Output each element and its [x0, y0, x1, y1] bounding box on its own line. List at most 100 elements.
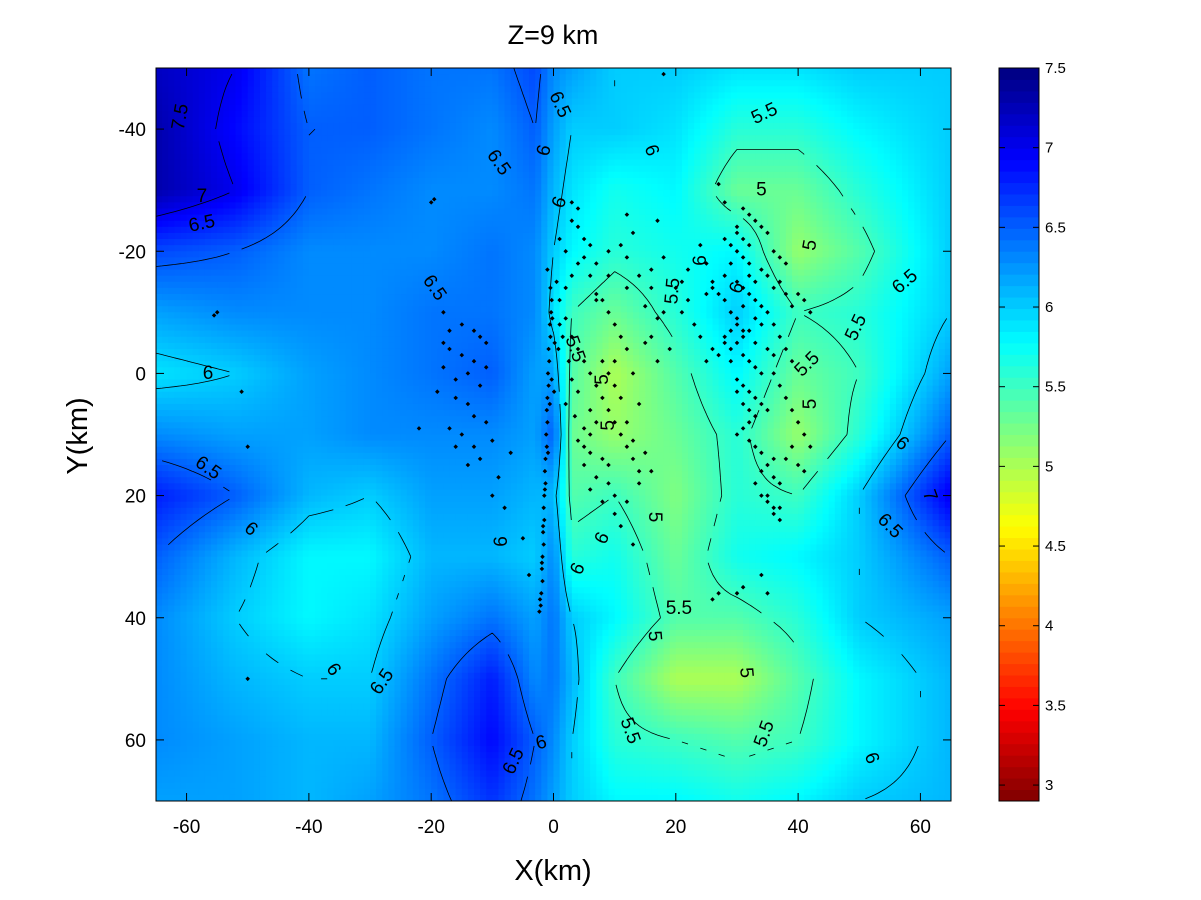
heat-cell — [211, 202, 218, 210]
heat-cell — [724, 159, 732, 167]
heat-cell — [639, 159, 646, 167]
heat-cell — [810, 147, 818, 155]
heat-cell — [761, 245, 769, 252]
heat-cell — [785, 294, 793, 301]
heat-cell — [357, 122, 365, 130]
heat-cell — [944, 214, 951, 222]
heat-cell — [461, 159, 469, 167]
heat-cell — [486, 239, 493, 246]
heat-cell — [712, 122, 720, 130]
heat-cell — [474, 275, 481, 283]
heat-cell — [577, 190, 585, 197]
heat-cell — [272, 171, 279, 179]
heat-cell — [327, 159, 334, 167]
heat-cell — [211, 214, 218, 222]
heat-cell — [474, 269, 481, 277]
heat-cell — [743, 171, 750, 179]
heat-cell — [932, 141, 940, 149]
heat-cell — [590, 171, 597, 179]
heat-cell — [204, 263, 212, 271]
heat-cell — [871, 257, 879, 265]
heat-cell — [345, 135, 353, 142]
heat-cell — [461, 208, 469, 216]
heat-cell — [406, 269, 414, 277]
heat-cell — [657, 294, 665, 301]
heat-cell — [541, 147, 548, 155]
heat-cell — [443, 245, 451, 252]
heat-cell — [626, 281, 634, 289]
heat-cell — [541, 251, 548, 258]
heat-cell — [834, 153, 842, 161]
heat-cell — [620, 196, 628, 203]
heat-cell — [388, 159, 396, 167]
heat-cell — [425, 80, 432, 87]
heat-cell — [553, 263, 561, 271]
heat-cell — [847, 135, 854, 142]
heat-cell — [382, 177, 389, 185]
heat-cell — [339, 196, 347, 203]
heat-cell — [467, 104, 475, 112]
heat-cell — [871, 263, 879, 271]
heat-cell — [492, 104, 500, 112]
heat-cell — [620, 110, 628, 118]
heat-cell — [315, 147, 322, 155]
heat-cell — [418, 159, 426, 167]
heat-cell — [908, 116, 915, 124]
heat-cell — [510, 92, 518, 100]
heat-cell — [651, 159, 659, 167]
heat-cell — [724, 214, 732, 222]
heat-cell — [235, 239, 243, 246]
heat-cell — [339, 141, 347, 149]
heat-cell — [871, 232, 879, 240]
heat-cell — [663, 184, 671, 191]
heat-cell — [192, 190, 200, 197]
heat-cell — [315, 122, 322, 130]
heat-cell — [510, 147, 518, 155]
heat-cell — [211, 220, 218, 228]
heat-cell — [596, 294, 604, 301]
heat-cell — [480, 232, 487, 240]
heat-cell — [156, 110, 163, 118]
heat-cell — [474, 141, 481, 149]
heat-cell — [522, 294, 530, 301]
heat-cell — [467, 269, 475, 277]
heat-cell — [229, 147, 237, 155]
heat-cell — [626, 141, 634, 149]
heat-cell — [504, 80, 512, 87]
heat-cell — [657, 159, 665, 167]
heat-cell — [620, 104, 628, 112]
heat-cell — [865, 116, 873, 124]
heat-cell — [504, 122, 512, 130]
heat-cell — [755, 147, 763, 155]
heat-cell — [614, 122, 622, 130]
heat-cell — [247, 80, 255, 87]
heat-cell — [602, 165, 610, 173]
heat-cell — [529, 214, 536, 222]
heat-cell — [645, 165, 652, 173]
heat-cell — [339, 294, 347, 301]
heat-cell — [461, 80, 469, 87]
heat-cell — [608, 214, 616, 222]
heat-cell — [186, 92, 194, 100]
heat-cell — [241, 129, 249, 136]
heat-cell — [712, 232, 720, 240]
heat-cell — [321, 245, 328, 252]
heat-cell — [736, 190, 744, 197]
heat-cell — [382, 98, 389, 106]
heat-cell — [853, 74, 860, 81]
heat-cell — [259, 147, 267, 155]
heat-cell — [186, 226, 194, 234]
heat-cell — [376, 171, 383, 179]
heat-cell — [498, 110, 506, 118]
heat-cell — [547, 287, 555, 295]
heat-cell — [162, 177, 169, 185]
heat-cell — [510, 287, 518, 295]
heat-cell — [308, 245, 316, 252]
heat-cell — [455, 287, 463, 295]
heat-cell — [382, 202, 389, 210]
heat-cell — [461, 74, 469, 81]
heat-cell — [938, 122, 946, 130]
heat-cell — [492, 294, 500, 301]
heat-cell — [620, 86, 628, 94]
heat-cell — [388, 214, 396, 222]
